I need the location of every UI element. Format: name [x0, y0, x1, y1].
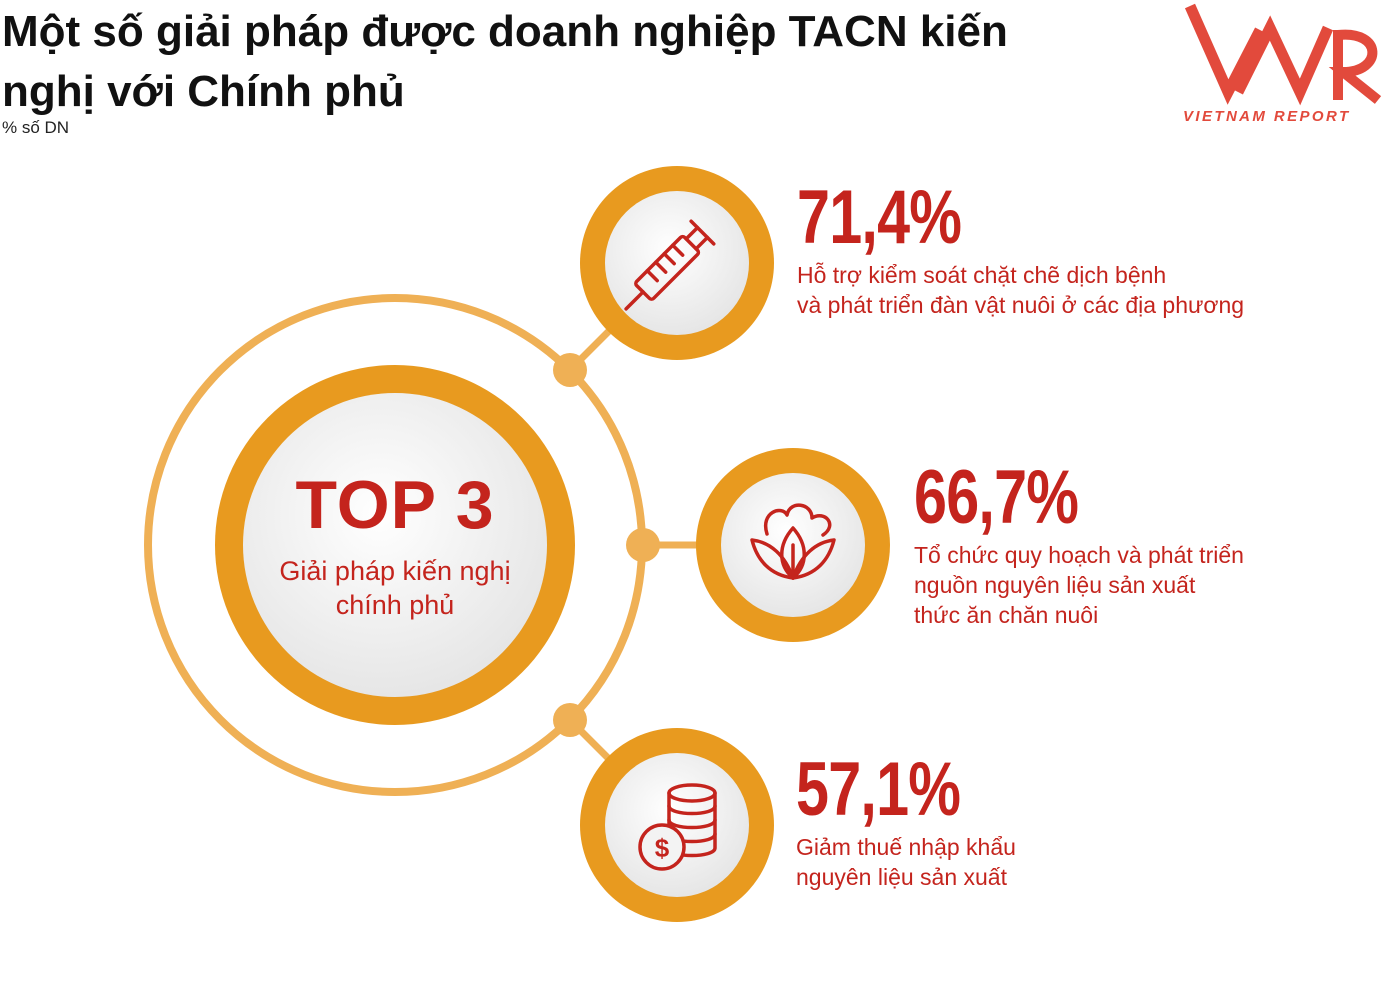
solution-description: Tổ chức quy hoạch và phát triển nguồn ng…: [914, 542, 1244, 628]
solution-description: Hỗ trợ kiểm soát chặt chẽ dịch bệnh và p…: [797, 262, 1245, 318]
solution-item-1: 71,4% Hỗ trợ kiểm soát chặt chẽ dịch bện…: [797, 178, 1244, 320]
coins-dollar-icon: $: [638, 783, 717, 871]
connector-dot-2: [626, 528, 660, 562]
connector-dot-1: [553, 353, 587, 387]
lotus-leaf-icon: [750, 503, 836, 580]
solution-percent: 66,7%: [914, 455, 1079, 540]
solution-item-2: 66,7% Tổ chức quy hoạch và phát triển ng…: [914, 458, 1244, 630]
solution-percent: 71,4%: [797, 175, 962, 260]
logo-text: VIETNAM REPORT: [1183, 108, 1351, 125]
page-title: Một số giải pháp được doanh nghiệp TACN …: [2, 7, 1008, 116]
top3-heading: TOP 3: [295, 467, 495, 543]
solution-description: Giảm thuế nhập khẩu nguyên liệu sản xuất: [796, 834, 1016, 890]
vnr-logo: [1184, 3, 1382, 106]
solution-percent: 57,1%: [796, 747, 961, 832]
syringe-icon: [624, 219, 716, 311]
top3-caption: Giải pháp kiến nghị chính phủ: [279, 556, 511, 620]
center-label: TOP 3 Giải pháp kiến nghị chính phủ: [235, 470, 555, 622]
svg-text:$: $: [655, 833, 670, 863]
unit-label: % số DN: [2, 118, 70, 137]
solution-item-3: 57,1% Giảm thuế nhập khẩu nguyên liệu sả…: [796, 750, 1016, 892]
center-disc: [243, 393, 547, 697]
connector-dot-3: [553, 703, 587, 737]
